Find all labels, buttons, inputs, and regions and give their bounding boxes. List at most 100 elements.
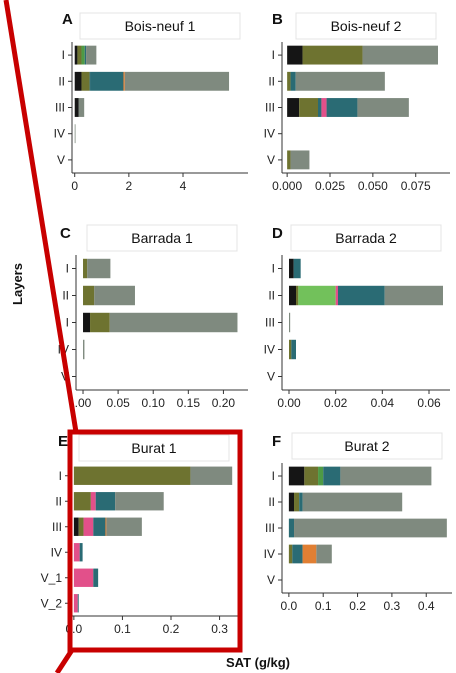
bar-segment-black <box>74 98 79 117</box>
bar-segment-black <box>288 466 305 486</box>
x-tick-label: 4 <box>180 179 187 193</box>
bar-segment-teal <box>299 492 303 512</box>
bar-segment-olive <box>78 517 84 536</box>
panel-letter: F <box>272 433 281 450</box>
bar-segment-olive <box>90 312 110 333</box>
highlight-line-bottom <box>54 648 75 673</box>
panel-title-box <box>79 12 241 40</box>
bar-segment-teal <box>77 594 79 613</box>
bar-segment-teal <box>79 543 83 562</box>
bar-segment-teal <box>90 71 124 91</box>
panel-title: Bois-neuf 1 <box>125 18 196 34</box>
y-tick-label: V_2 <box>41 596 63 610</box>
bar-segment-teal <box>318 98 322 117</box>
x-tick-label: 0.04 <box>371 396 395 410</box>
bar-segment-black <box>287 98 300 117</box>
x-tick-label: 0.05 <box>106 396 130 410</box>
x-tick-label: 0.15 <box>177 396 201 410</box>
bar-segment-olive <box>299 98 318 117</box>
bar-segment-pink <box>73 543 80 562</box>
bar-segment-olive <box>73 466 191 485</box>
x-axis-title: SAT (g/kg) <box>226 655 290 670</box>
panel-c: Barrada 1C.000.050.100.150.20IIIIIVV <box>58 224 248 410</box>
bar-segment-pink <box>90 492 96 511</box>
y-tick-label: III <box>265 316 275 330</box>
bar-segment-grey <box>115 492 164 511</box>
x-tick-label: 0.3 <box>384 599 401 613</box>
bar-segment-grey <box>357 98 409 117</box>
bar-segment-olive <box>81 71 90 91</box>
bar-segment-olive <box>289 339 292 360</box>
bar-segment-teal <box>292 544 303 564</box>
bar-segment-grey <box>362 45 438 65</box>
bar-segment-orange <box>302 544 317 564</box>
bar-segment-grey <box>94 285 135 306</box>
x-tick-label: 0.2 <box>349 599 366 613</box>
bar-segment-olive <box>287 150 291 170</box>
panel-title: Barrada 1 <box>131 230 193 246</box>
bar-segment-grey <box>109 312 238 333</box>
bar-segment-olive <box>304 466 319 486</box>
panel-letter: D <box>272 225 283 242</box>
bar-segment-olive <box>302 45 363 65</box>
bar-segment-grey <box>190 466 233 485</box>
bar-segment-black <box>287 45 303 65</box>
bar-segment-olive <box>73 492 91 511</box>
bar-segment-teal <box>89 71 91 91</box>
x-tick-label: 0.000 <box>272 179 302 193</box>
bar-segment-olive <box>287 71 291 91</box>
x-tick-label: 0.06 <box>417 396 441 410</box>
bar-segment-olive <box>294 492 300 512</box>
panel-title-box <box>291 432 443 460</box>
y-tick-label: II <box>268 74 275 88</box>
x-tick-label: 0.4 <box>418 599 435 613</box>
x-tick-label: .00 <box>75 396 92 410</box>
panel-title: Burat 2 <box>344 438 389 454</box>
bar-segment-grey <box>302 492 403 512</box>
bar-segment-green <box>81 45 85 65</box>
bar-segment-teal <box>291 339 296 360</box>
panel-letter: E <box>58 433 68 450</box>
y-tick-label: III <box>265 521 275 535</box>
y-tick-label: IV <box>264 127 275 141</box>
bar-segment-pink <box>73 594 78 613</box>
panel-title-box <box>290 224 442 252</box>
bar-segment-grey <box>83 339 85 360</box>
y-tick-label: IV <box>264 547 275 561</box>
y-tick-label: I <box>272 48 275 62</box>
y-tick-label: II <box>268 289 275 303</box>
bar-segment-olive <box>288 544 293 564</box>
bar-segment-green <box>318 466 324 486</box>
x-tick-label: 0.00 <box>277 396 301 410</box>
x-tick-label: 0.050 <box>358 179 388 193</box>
y-tick-label: IV <box>51 545 62 559</box>
bar-segment-teal <box>288 518 295 538</box>
x-tick-label: 0.2 <box>163 622 180 636</box>
y-tick-label: V_1 <box>41 571 63 585</box>
bar-segment-teal <box>326 98 358 117</box>
y-tick-label: II <box>62 289 69 303</box>
x-tick-label: 0.20 <box>212 396 236 410</box>
panel-letter: A <box>62 11 73 28</box>
bar-segment-olive <box>83 258 88 279</box>
bar-segment-grey <box>86 45 97 65</box>
panel-title-box <box>86 224 238 252</box>
y-tick-label: V <box>267 153 275 167</box>
bar-segment-black <box>73 517 79 536</box>
y-tick-label: II <box>58 74 65 88</box>
highlight-line-top <box>3 0 79 433</box>
bar-segment-grey <box>124 71 230 91</box>
bar-segment-olive <box>77 45 82 65</box>
bar-segment-lightgreen <box>298 285 336 306</box>
bar-segment-olive <box>83 285 95 306</box>
bar-segment-grey <box>340 466 432 486</box>
panel-title: Bois-neuf 2 <box>331 18 402 34</box>
x-tick-label: 2 <box>126 179 133 193</box>
bar-segment-grey <box>289 312 291 333</box>
bar-segment-teal <box>338 285 385 306</box>
x-tick-label: 0.02 <box>324 396 348 410</box>
panel-letter: C <box>60 225 71 242</box>
bar-segment-pink <box>73 568 94 587</box>
